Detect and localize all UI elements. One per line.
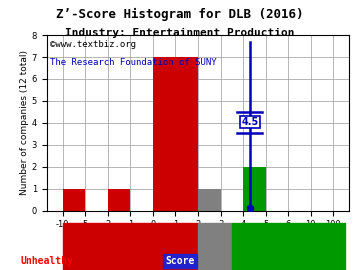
Bar (198, 189, 221, 211)
Text: Unhealthy: Unhealthy (21, 256, 73, 266)
Bar (243, 167, 266, 211)
Bar (232, 223, 345, 270)
Text: Z’-Score Histogram for DLB (2016): Z’-Score Histogram for DLB (2016) (56, 8, 304, 21)
Text: The Research Foundation of SUNY: The Research Foundation of SUNY (50, 58, 216, 67)
Text: Industry: Entertainment Production: Industry: Entertainment Production (65, 28, 295, 38)
Bar (198, 223, 232, 270)
Y-axis label: Number of companies (12 total): Number of companies (12 total) (20, 50, 29, 195)
Text: Healthy: Healthy (296, 256, 337, 266)
Bar (108, 189, 130, 211)
Text: Score: Score (165, 256, 195, 266)
Text: ©www.textbiz.org: ©www.textbiz.org (50, 40, 136, 49)
Bar (63, 223, 198, 270)
Bar (153, 57, 198, 211)
Text: 4.5: 4.5 (241, 117, 258, 127)
Bar (63, 189, 85, 211)
